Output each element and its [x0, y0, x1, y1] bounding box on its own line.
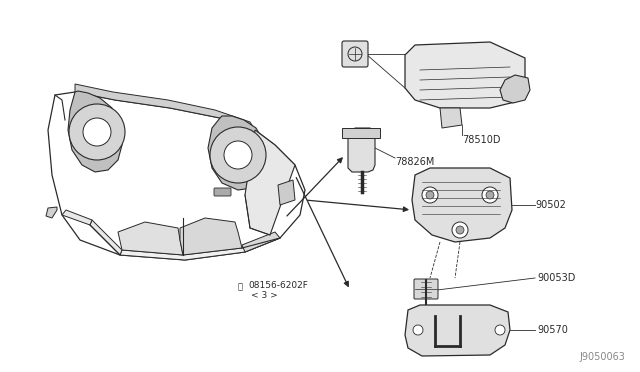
Polygon shape	[500, 75, 530, 103]
Polygon shape	[440, 108, 462, 128]
Circle shape	[452, 222, 468, 238]
Text: 90508B: 90508B	[415, 49, 452, 59]
Polygon shape	[120, 235, 280, 260]
Text: 90570: 90570	[537, 325, 568, 335]
Polygon shape	[68, 91, 122, 172]
Text: 90502: 90502	[535, 200, 566, 210]
Text: 90053D: 90053D	[537, 273, 575, 283]
Polygon shape	[208, 116, 267, 190]
Text: < 3 >: < 3 >	[251, 292, 278, 301]
Polygon shape	[62, 210, 92, 225]
Polygon shape	[405, 42, 525, 108]
Polygon shape	[242, 232, 280, 252]
Circle shape	[426, 191, 434, 199]
Circle shape	[83, 118, 111, 146]
Circle shape	[495, 325, 505, 335]
Polygon shape	[90, 220, 122, 255]
Polygon shape	[405, 305, 510, 356]
Polygon shape	[412, 168, 512, 242]
Circle shape	[210, 127, 266, 183]
Polygon shape	[48, 92, 305, 260]
Polygon shape	[348, 128, 375, 172]
Polygon shape	[75, 84, 255, 130]
Circle shape	[482, 187, 498, 203]
Polygon shape	[180, 218, 242, 255]
Circle shape	[456, 226, 464, 234]
Circle shape	[69, 104, 125, 160]
Polygon shape	[342, 128, 380, 138]
Circle shape	[486, 191, 494, 199]
Text: 78826M: 78826M	[395, 157, 435, 167]
Circle shape	[422, 187, 438, 203]
Circle shape	[413, 325, 423, 335]
Polygon shape	[118, 222, 183, 255]
FancyBboxPatch shape	[214, 188, 231, 196]
Polygon shape	[278, 180, 295, 205]
Polygon shape	[245, 130, 295, 235]
FancyBboxPatch shape	[342, 41, 368, 67]
Text: 08156-6202F: 08156-6202F	[248, 280, 308, 289]
Text: 78510D: 78510D	[462, 135, 500, 145]
Text: Ⓑ: Ⓑ	[237, 282, 243, 292]
Polygon shape	[46, 207, 57, 218]
FancyBboxPatch shape	[414, 279, 438, 299]
Text: J9050063: J9050063	[579, 352, 625, 362]
Circle shape	[224, 141, 252, 169]
